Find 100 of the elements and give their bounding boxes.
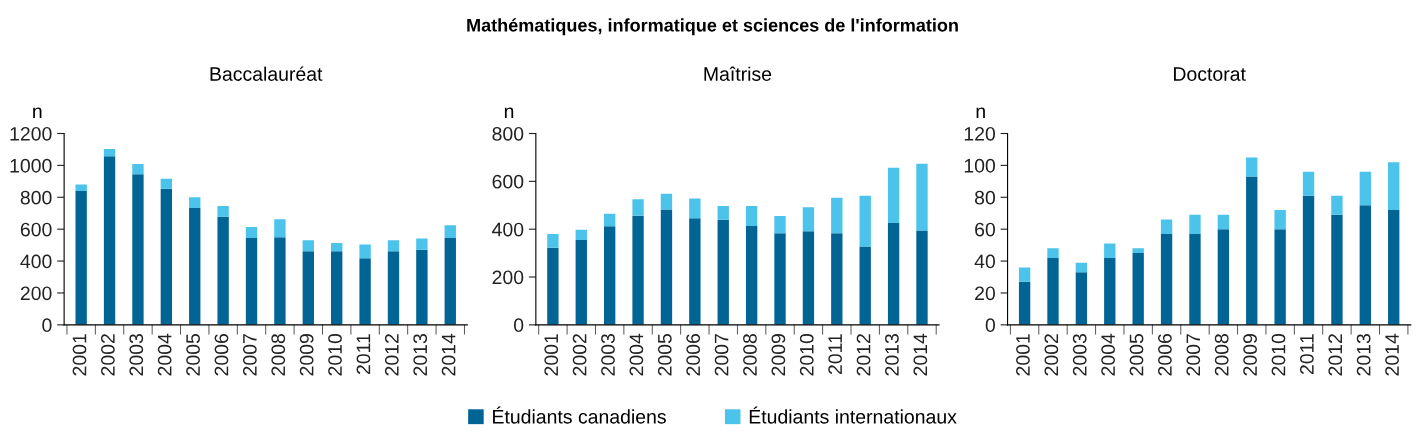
- bar: [416, 238, 428, 250]
- bar: [189, 197, 201, 208]
- bar: [1388, 162, 1400, 211]
- bar: [387, 240, 400, 252]
- bar: [103, 156, 116, 325]
- x-tick-label: 2011: [828, 334, 843, 375]
- bar: [603, 226, 616, 325]
- bar: [1075, 272, 1088, 325]
- bar: [132, 174, 144, 325]
- x-tick-label: 2010: [1271, 333, 1286, 376]
- bar: [859, 195, 871, 247]
- bar: [632, 215, 644, 325]
- bar: [1189, 214, 1201, 234]
- x-tick-label: 2014: [913, 333, 928, 376]
- bar: [859, 246, 871, 325]
- bar: [1331, 195, 1343, 215]
- x-tick-label: 2003: [601, 334, 615, 376]
- bar: [189, 207, 201, 325]
- x-tick-label: 2004: [157, 333, 172, 376]
- x-tick-label: 2012: [856, 334, 871, 376]
- bar: [745, 226, 758, 325]
- x-tick-label: 2003: [129, 334, 144, 376]
- y-tick-label: 60: [975, 222, 995, 237]
- chart-title: Doctorat: [1174, 67, 1246, 81]
- x-tick-label: 2008: [1214, 334, 1229, 376]
- bar: [632, 199, 644, 216]
- y-tick-label: 600: [20, 222, 52, 237]
- y-tick-label: 0: [42, 318, 52, 333]
- y-tick-label: 800: [20, 190, 52, 205]
- bar: [802, 207, 815, 232]
- x-tick-label: 2001: [1016, 334, 1030, 376]
- x-tick-label: 2014: [1385, 333, 1399, 376]
- y-tick-label: 100: [964, 158, 996, 173]
- bar: [331, 251, 343, 325]
- bar: [745, 205, 758, 227]
- y-tick-label: 600: [492, 174, 524, 189]
- x-tick-label: 2002: [1044, 334, 1059, 376]
- bar: [1132, 253, 1144, 325]
- bar: [387, 251, 400, 325]
- bar: [1388, 210, 1400, 325]
- bar: [245, 237, 258, 325]
- bar: [1104, 257, 1116, 325]
- bar: [1160, 233, 1173, 325]
- bar: [444, 225, 456, 238]
- x-tick-label: 2009: [1243, 334, 1257, 376]
- x-tick-label: 2003: [1072, 334, 1087, 376]
- y-tick-label: 40: [974, 254, 995, 269]
- bar: [887, 222, 900, 325]
- y-tick-label: 20: [975, 286, 995, 301]
- bar: [774, 233, 786, 325]
- x-tick-label: 2006: [1158, 334, 1172, 376]
- bar: [1104, 243, 1116, 258]
- bar: [1359, 205, 1371, 325]
- bar: [1018, 281, 1031, 325]
- bar: [575, 229, 587, 240]
- bar: [547, 233, 559, 248]
- bar: [359, 244, 371, 259]
- bar: [1217, 214, 1230, 230]
- y-tick-label: 800: [492, 126, 524, 141]
- bar: [1274, 210, 1286, 230]
- bar: [359, 258, 371, 325]
- y-axis-title: n: [504, 107, 514, 118]
- bar: [75, 191, 87, 325]
- bar: [416, 249, 428, 325]
- bar: [689, 218, 701, 325]
- x-tick-label: 2005: [657, 333, 672, 376]
- bar: [302, 240, 314, 252]
- bar: [575, 239, 587, 325]
- bar: [217, 205, 229, 217]
- y-tick-label: 400: [492, 222, 524, 237]
- bar: [916, 163, 928, 231]
- bar: [1246, 157, 1258, 177]
- bar: [1132, 248, 1144, 254]
- bar: [331, 242, 343, 252]
- bar: [1018, 267, 1031, 282]
- y-tick-label: 1200: [10, 126, 52, 141]
- bar: [1189, 233, 1201, 325]
- bar: [1160, 219, 1173, 234]
- bar: [160, 188, 173, 325]
- bar: [887, 167, 900, 223]
- bar: [160, 178, 173, 189]
- bar: [274, 219, 286, 238]
- bar: [1047, 248, 1059, 258]
- bar: [916, 230, 928, 325]
- x-tick-label: 2008: [271, 334, 286, 376]
- x-tick-label: 2009: [299, 334, 314, 376]
- bar: [274, 237, 286, 325]
- x-tick-label: 2007: [242, 334, 257, 376]
- bar: [660, 193, 673, 210]
- bar: [1302, 195, 1315, 325]
- y-tick-label: 400: [20, 254, 52, 269]
- chart-title: Maîtrise: [704, 66, 772, 81]
- bar: [444, 237, 456, 325]
- x-tick-label: 2008: [743, 334, 757, 376]
- bar: [1302, 171, 1315, 196]
- x-tick-label: 2007: [1186, 334, 1201, 376]
- x-tick-label: 2010: [799, 333, 814, 376]
- legend-label: Étudiants internationaux: [749, 406, 957, 424]
- bar: [660, 209, 673, 325]
- x-tick-label: 2014: [441, 333, 456, 376]
